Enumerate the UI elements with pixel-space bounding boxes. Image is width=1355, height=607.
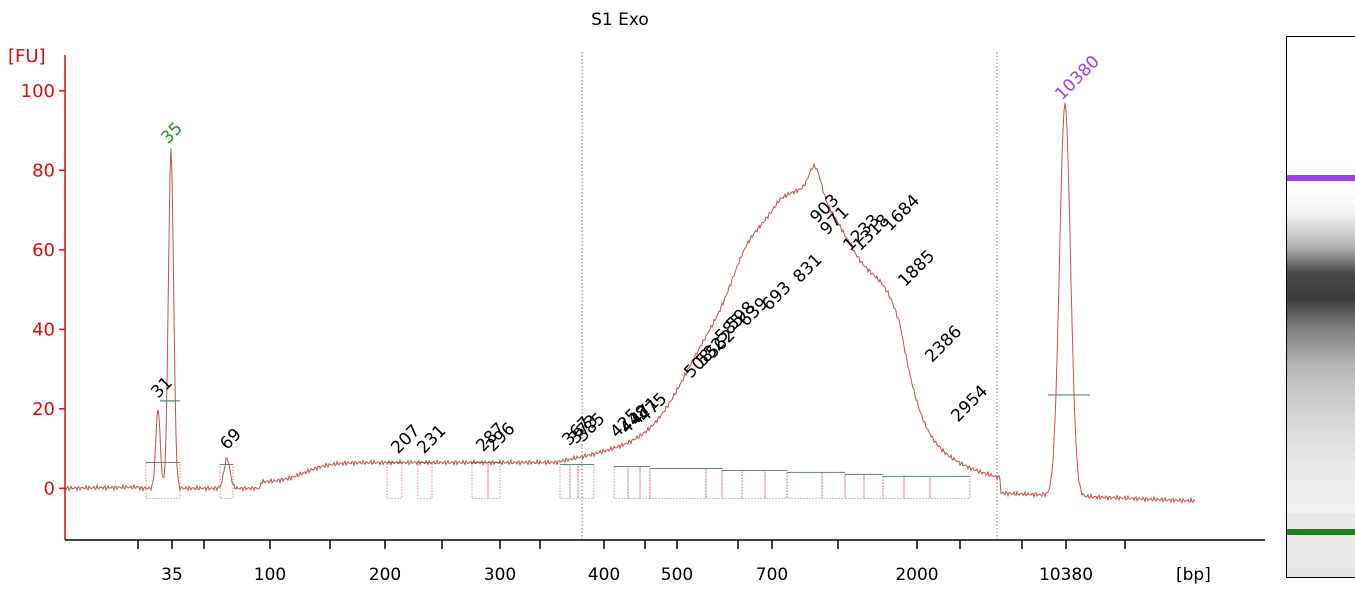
peak-label: 231	[413, 421, 450, 458]
peak-label: 2386	[921, 322, 966, 367]
integration-box	[903, 475, 931, 499]
x-tick-label: 500	[661, 565, 693, 585]
x-tick-label: 700	[756, 565, 788, 585]
marker-label: 10380	[1051, 52, 1103, 104]
x-tick-label: 35	[161, 565, 183, 585]
integration-box	[559, 464, 571, 499]
x-tick-label: 100	[254, 565, 286, 585]
integration-box	[764, 470, 788, 499]
y-axis-unit: [FU]	[8, 46, 46, 67]
integration-box	[471, 462, 489, 499]
integration-box	[821, 472, 846, 499]
electropherogram-chart: S1 Exo [FU] [bp] 0 20 40 60 80 100 35 100 200 30…	[8, 10, 1265, 585]
chart-title: S1 Exo	[591, 10, 649, 30]
integration-box	[741, 470, 766, 499]
x-tick-label: 400	[588, 565, 620, 585]
integration-box	[929, 475, 971, 499]
gel-smear	[1287, 189, 1355, 513]
x-axis-ticks: 35 100 200 300 400 500 700 2000 10380	[137, 540, 1126, 585]
axes	[64, 55, 1265, 541]
integration-box	[863, 474, 884, 499]
y-tick-label: 80	[32, 160, 55, 181]
region-boundaries	[581, 52, 998, 540]
gel-lower-marker-band	[1287, 529, 1355, 535]
peak-label: 831	[789, 250, 826, 287]
y-tick-label: 20	[32, 399, 55, 420]
peak-label: 31	[147, 373, 176, 402]
peak-label: 1885	[894, 246, 939, 291]
x-tick-label: 300	[484, 565, 516, 585]
peak-label: 1684	[879, 191, 924, 236]
gel-image	[1286, 36, 1355, 578]
y-tick-label: 60	[32, 240, 55, 261]
integration-box	[577, 464, 595, 499]
x-axis-unit: [bp]	[1176, 565, 1211, 585]
integration-box	[721, 470, 743, 499]
integration-box	[844, 474, 865, 499]
x-tick-label: 10380	[1039, 565, 1093, 585]
y-axis-ticks: 0 20 40 60 80 100	[21, 81, 65, 499]
integration-box	[639, 466, 651, 499]
y-tick-label: 40	[32, 319, 55, 340]
peak-label: 69	[216, 425, 245, 454]
gel-lane	[1287, 157, 1355, 577]
peak-label: 2954	[947, 382, 992, 427]
integration-box	[705, 468, 723, 499]
integration-box	[487, 462, 501, 499]
gel-upper-marker-band	[1287, 175, 1355, 181]
integration-box	[627, 466, 641, 499]
x-tick-label: 200	[369, 565, 401, 585]
integration-box	[145, 462, 181, 499]
integration-box	[882, 475, 905, 499]
integration-box	[386, 462, 403, 499]
integration-box	[649, 468, 707, 499]
integration-box	[613, 466, 629, 499]
integration-box	[569, 464, 579, 499]
x-tick-label: 2000	[895, 565, 938, 585]
integration-box	[786, 472, 823, 499]
marker-label: 35	[157, 119, 186, 148]
y-tick-label: 100	[21, 81, 55, 102]
y-tick-label: 0	[44, 478, 55, 499]
signal-trace	[64, 102, 1196, 505]
integration-box	[417, 462, 433, 499]
